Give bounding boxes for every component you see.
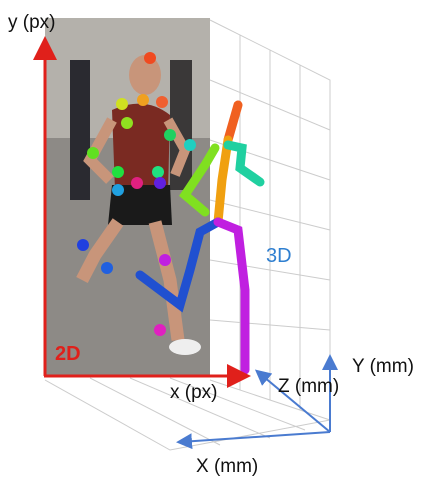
x-label-3d: X (mm) bbox=[196, 456, 258, 477]
x-axis-3d bbox=[180, 432, 330, 442]
label-2d: 2D bbox=[55, 343, 81, 365]
z-label-3d: Z (mm) bbox=[278, 376, 339, 397]
label-3d: 3D bbox=[266, 245, 292, 267]
y-label-2d: y (px) bbox=[8, 12, 56, 33]
x-label-2d: x (px) bbox=[170, 382, 218, 403]
y-label-3d: Y (mm) bbox=[352, 356, 414, 377]
pose-diagram: y (px) x (px) 2D 3D Y (mm) Z (mm) X (mm) bbox=[0, 0, 442, 484]
